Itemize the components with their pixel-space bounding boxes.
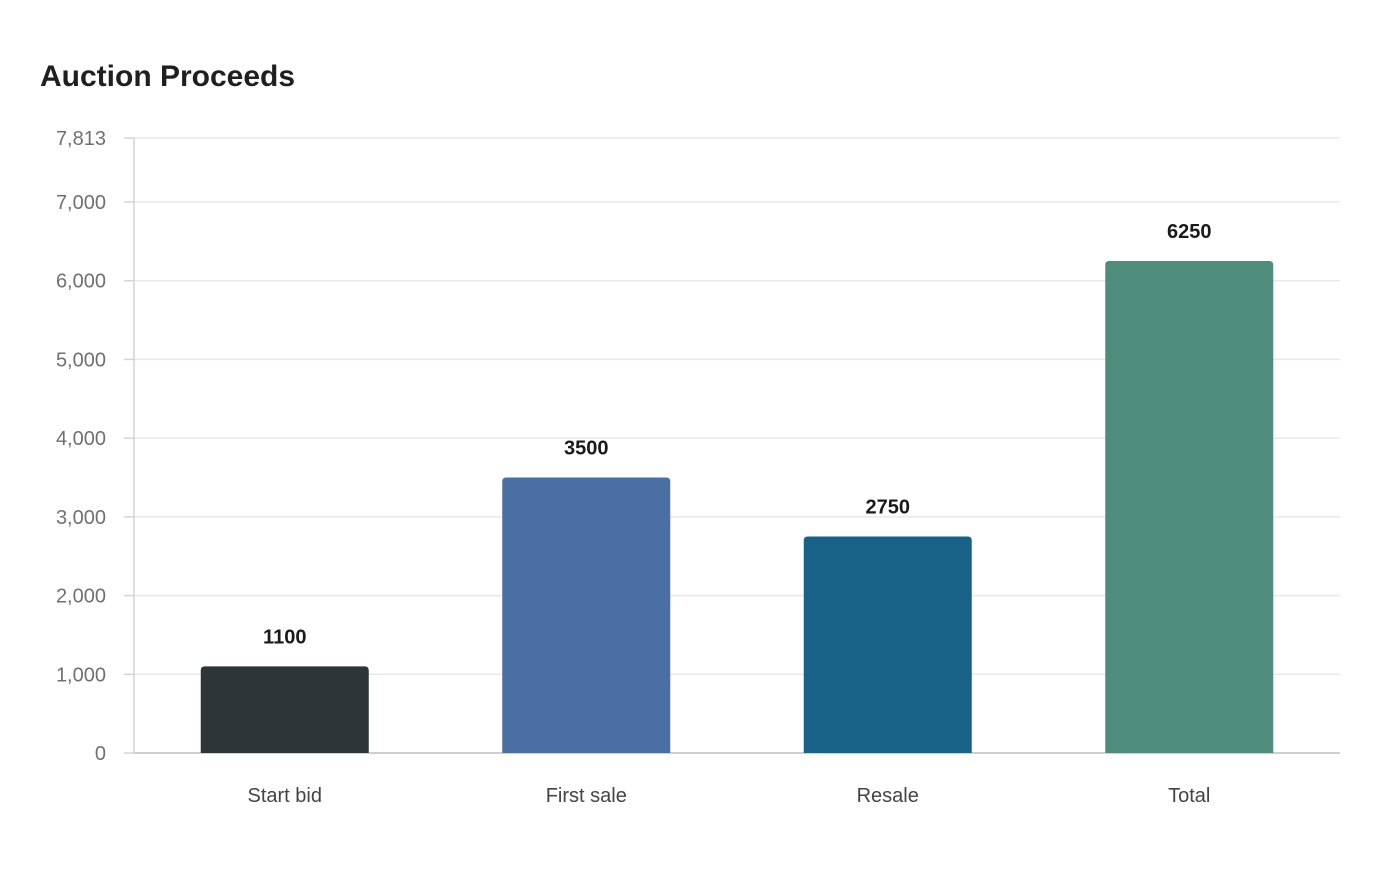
bar-resale[interactable] bbox=[803, 536, 972, 753]
labels: 0 1,000 2,000 3,000 4,000 5,000 6,000 7,000 7,81… bbox=[56, 128, 1212, 807]
y-tick-label: 0 bbox=[95, 743, 106, 765]
data-label: 3500 bbox=[564, 437, 609, 459]
bar-total[interactable] bbox=[1105, 261, 1274, 753]
y-tick-label: 7,813 bbox=[56, 128, 106, 150]
y-tick-label: 6,000 bbox=[56, 271, 106, 293]
chart-title: Auction Proceeds bbox=[40, 60, 296, 93]
data-label: 2750 bbox=[866, 497, 911, 519]
bar-start-bid[interactable] bbox=[200, 666, 369, 753]
x-tick-label: Start bid bbox=[248, 785, 322, 807]
y-tick-label: 2,000 bbox=[56, 586, 106, 608]
x-tick-label: Total bbox=[1168, 785, 1210, 807]
y-tick-label: 7,000 bbox=[56, 192, 106, 214]
data-label: 1100 bbox=[263, 626, 306, 648]
data-label: 6250 bbox=[1167, 221, 1212, 243]
bar-first-sale[interactable] bbox=[502, 477, 671, 753]
bars bbox=[200, 261, 1274, 753]
y-tick-label: 4,000 bbox=[56, 428, 106, 450]
x-tick-label: Resale bbox=[857, 785, 919, 807]
y-tick-label: 5,000 bbox=[56, 349, 106, 371]
y-tick-label: 3,000 bbox=[56, 507, 106, 529]
x-tick-label: First sale bbox=[546, 785, 627, 807]
y-tick-label: 1,000 bbox=[56, 664, 106, 686]
